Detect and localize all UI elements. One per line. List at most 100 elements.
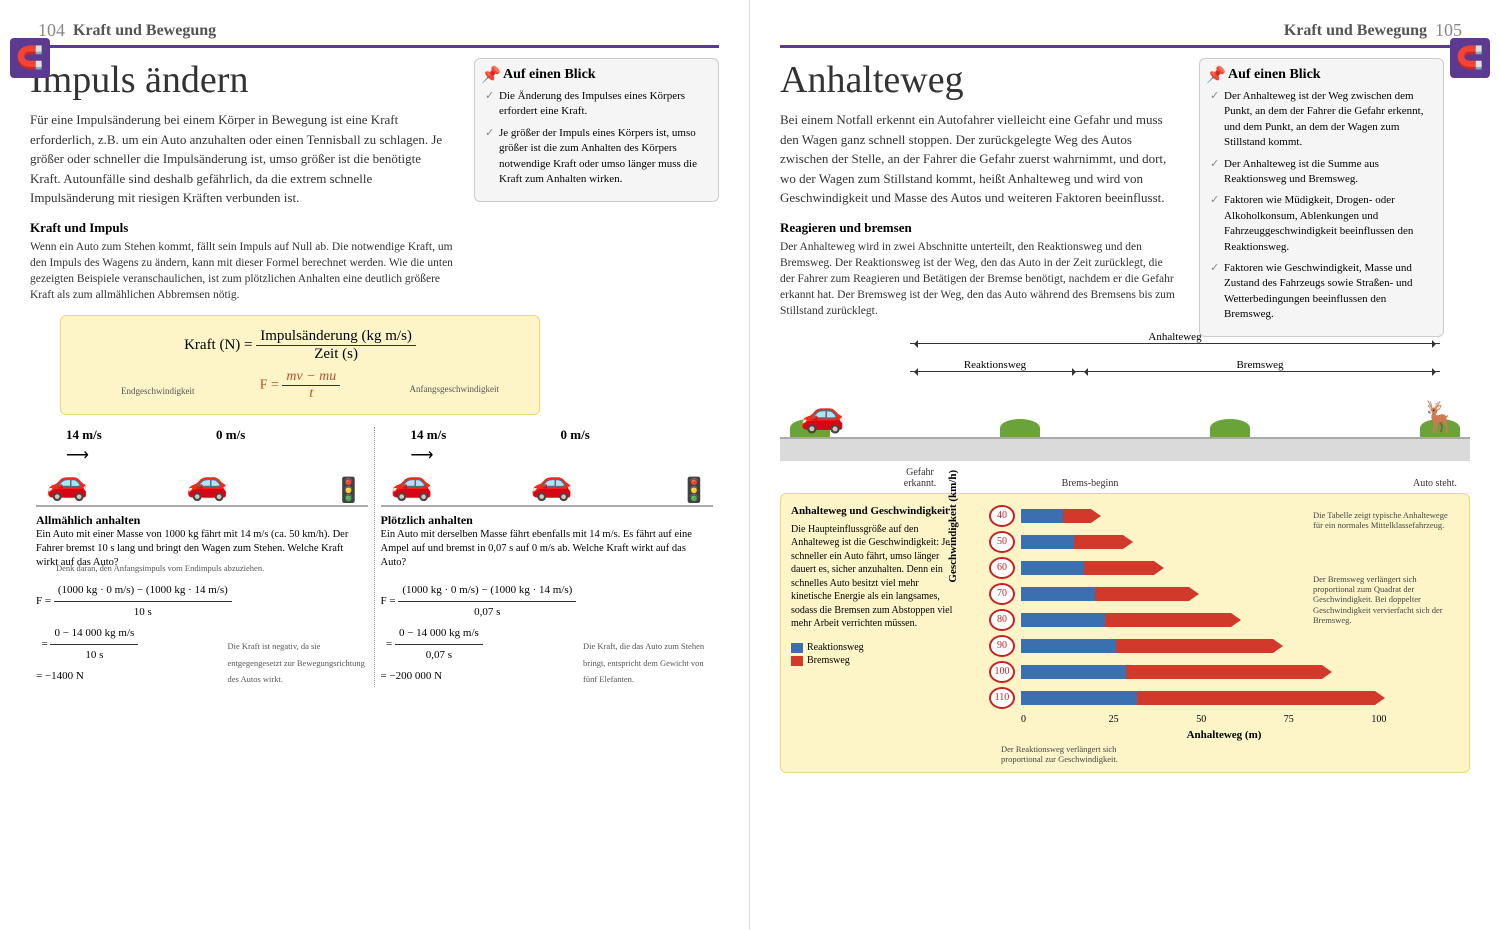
legend-label: Reaktionsweg (807, 642, 864, 653)
formula-lhs: Kraft (N) = (184, 337, 252, 353)
dim-total: Anhalteweg (910, 331, 1440, 344)
deer-icon: 🦌 (1421, 400, 1458, 435)
bar-category: 50 (989, 531, 1015, 553)
glance-list: Der Anhalteweg ist der Weg zwischen dem … (1210, 89, 1433, 322)
y-axis-label: Geschwindigkeit (km/h) (947, 470, 959, 583)
scenario-gradual: 14 m/s ⟶ 0 m/s 🚗 🚗 🚦 Allmählich anhalten… (30, 427, 375, 687)
bar-row: 110 (989, 686, 1459, 710)
chart-title: Anhalteweg und Geschwindigkeit (791, 504, 953, 519)
subheading: Kraft und Impuls (30, 220, 719, 236)
dim-reaction: Reaktionsweg (910, 359, 1080, 372)
bar-reaction (1021, 587, 1095, 601)
bar-reaction (1021, 665, 1126, 679)
body-text: Wenn ein Auto zum Stehen kommt, fällt se… (30, 239, 460, 303)
magnet-icon: 🧲 (1450, 38, 1490, 78)
bar-category: 100 (989, 661, 1015, 683)
formula-lhs: F = (260, 378, 279, 393)
dim-label: Anhalteweg (910, 331, 1440, 343)
legend-label: Bremsweg (807, 655, 850, 666)
bar-category: 110 (989, 687, 1015, 709)
bar-braking (1095, 587, 1190, 601)
x-tick: 100 (1371, 714, 1459, 725)
bar-category: 90 (989, 635, 1015, 657)
bar-braking (1084, 561, 1154, 575)
fraction: mv − mu t (282, 369, 340, 402)
bar-reaction (1021, 509, 1063, 523)
bar-reaction (1021, 691, 1137, 705)
bar-braking (1105, 613, 1231, 627)
road (780, 437, 1470, 461)
stopping-distance-diagram: Anhalteweg Reaktionsweg Bremsweg 🚗 🦌 Gef… (780, 331, 1470, 461)
traffic-light-icon: 🚦 (679, 476, 709, 505)
example-title: Plötzlich anhalten (381, 513, 714, 528)
calculation: Denk daran, den Anfangsimpuls vom Endimp… (36, 580, 368, 686)
bar-row: 90 (989, 634, 1459, 658)
intro-text: Bei einem Notfall erkennt ein Autofahrer… (780, 110, 1170, 208)
chart-note: Der Bremsweg verlängert sich proportiona… (1313, 574, 1453, 625)
glance-title: Auf einen Blick (1210, 67, 1433, 83)
formula-annotation: Anfangsgeschwindigkeit (410, 384, 499, 394)
dim-braking: Bremsweg (1080, 359, 1440, 372)
speed-label: 0 m/s (561, 427, 590, 443)
glance-item: Der Anhalteweg ist der Weg zwischen dem … (1210, 89, 1433, 151)
dim-label: Bremsweg (1080, 359, 1440, 371)
car-scene: 14 m/s ⟶ 0 m/s 🚗 🚗 🚦 (381, 427, 714, 507)
marker: Gefahr erkannt. (890, 467, 950, 489)
x-tick: 25 (1109, 714, 1197, 725)
x-axis-label: Anhalteweg (m) (989, 729, 1459, 741)
bar-arrow-icon (1322, 665, 1332, 679)
formula-main: Kraft (N) = Impulsänderung (kg m/s) Zeit… (81, 328, 519, 363)
glance-item: Die Änderung des Impulses eines Körpers … (485, 89, 708, 120)
bar-category: 80 (989, 609, 1015, 631)
calc-note: Die Kraft ist negativ, da sie entgegenge… (228, 638, 368, 686)
header: Kraft und Bewegung 105 (780, 20, 1470, 48)
car-icon: 🚗 (800, 393, 845, 435)
speed-label: 14 m/s (411, 427, 447, 443)
bar-braking (1126, 665, 1322, 679)
chart-description: Anhalteweg und Geschwindigkeit Die Haupt… (791, 504, 961, 762)
magnet-icon: 🧲 (10, 38, 50, 78)
bar-arrow-icon (1273, 639, 1283, 653)
numerator: mv − mu (282, 369, 340, 386)
bar-reaction (1021, 639, 1116, 653)
grass (780, 419, 1470, 437)
header: 104 Kraft und Bewegung (30, 20, 719, 48)
legend-swatch (791, 643, 803, 653)
speed-label: 14 m/s (66, 427, 102, 443)
glance-title: Auf einen Blick (485, 67, 708, 83)
page-104: 104 Kraft und Bewegung 🧲 Impuls ändern F… (0, 0, 750, 930)
speed-label: 0 m/s (216, 427, 245, 443)
stopping-chart: Anhalteweg und Geschwindigkeit Die Haupt… (780, 493, 1470, 773)
bar-braking (1063, 509, 1091, 523)
chart-area: Geschwindigkeit (km/h) 40506070809010011… (961, 504, 1459, 762)
calc-note: Die Kraft, die das Auto zum Stehen bring… (583, 638, 713, 686)
body-text: Der Anhalteweg wird in zwei Abschnitte u… (780, 239, 1180, 319)
bar-category: 60 (989, 557, 1015, 579)
bar-arrow-icon (1375, 691, 1385, 705)
bar-braking (1116, 639, 1274, 653)
at-a-glance-box: Auf einen Blick Der Anhalteweg ist der W… (1199, 58, 1444, 337)
intro-text: Für eine Impulsänderung bei einem Körper… (30, 110, 450, 208)
denominator: t (282, 386, 340, 402)
bar-braking (1074, 535, 1123, 549)
scenario-sudden: 14 m/s ⟶ 0 m/s 🚗 🚗 🚦 Plötzlich anhalten … (375, 427, 720, 687)
chart-note: Der Reaktionsweg verlängert sich proport… (1001, 744, 1141, 764)
chapter-title: Kraft und Bewegung (73, 22, 216, 40)
dim-label: Reaktionsweg (910, 359, 1080, 371)
glance-list: Die Änderung des Impulses eines Körpers … (485, 89, 708, 187)
fraction: Impulsänderung (kg m/s) Zeit (s) (256, 328, 416, 363)
bar-reaction (1021, 561, 1084, 575)
arrow-icon: ⟶ (411, 445, 434, 465)
formula-annotation: Endgeschwindigkeit (121, 386, 195, 396)
marker: Auto steht. (1410, 478, 1460, 489)
glance-item: Faktoren wie Müdigkeit, Drogen- oder Alk… (1210, 193, 1433, 255)
calc-note: Denk daran, den Anfangsimpuls vom Endimp… (56, 560, 264, 576)
bar-reaction (1021, 535, 1074, 549)
arrow-icon: ⟶ (66, 445, 89, 465)
car-icon: 🚗 (46, 463, 88, 503)
car-icon: 🚗 (391, 463, 433, 503)
bar-braking (1137, 691, 1375, 705)
bar-arrow-icon (1189, 587, 1199, 601)
traffic-light-icon: 🚦 (334, 476, 364, 505)
x-tick: 75 (1284, 714, 1372, 725)
